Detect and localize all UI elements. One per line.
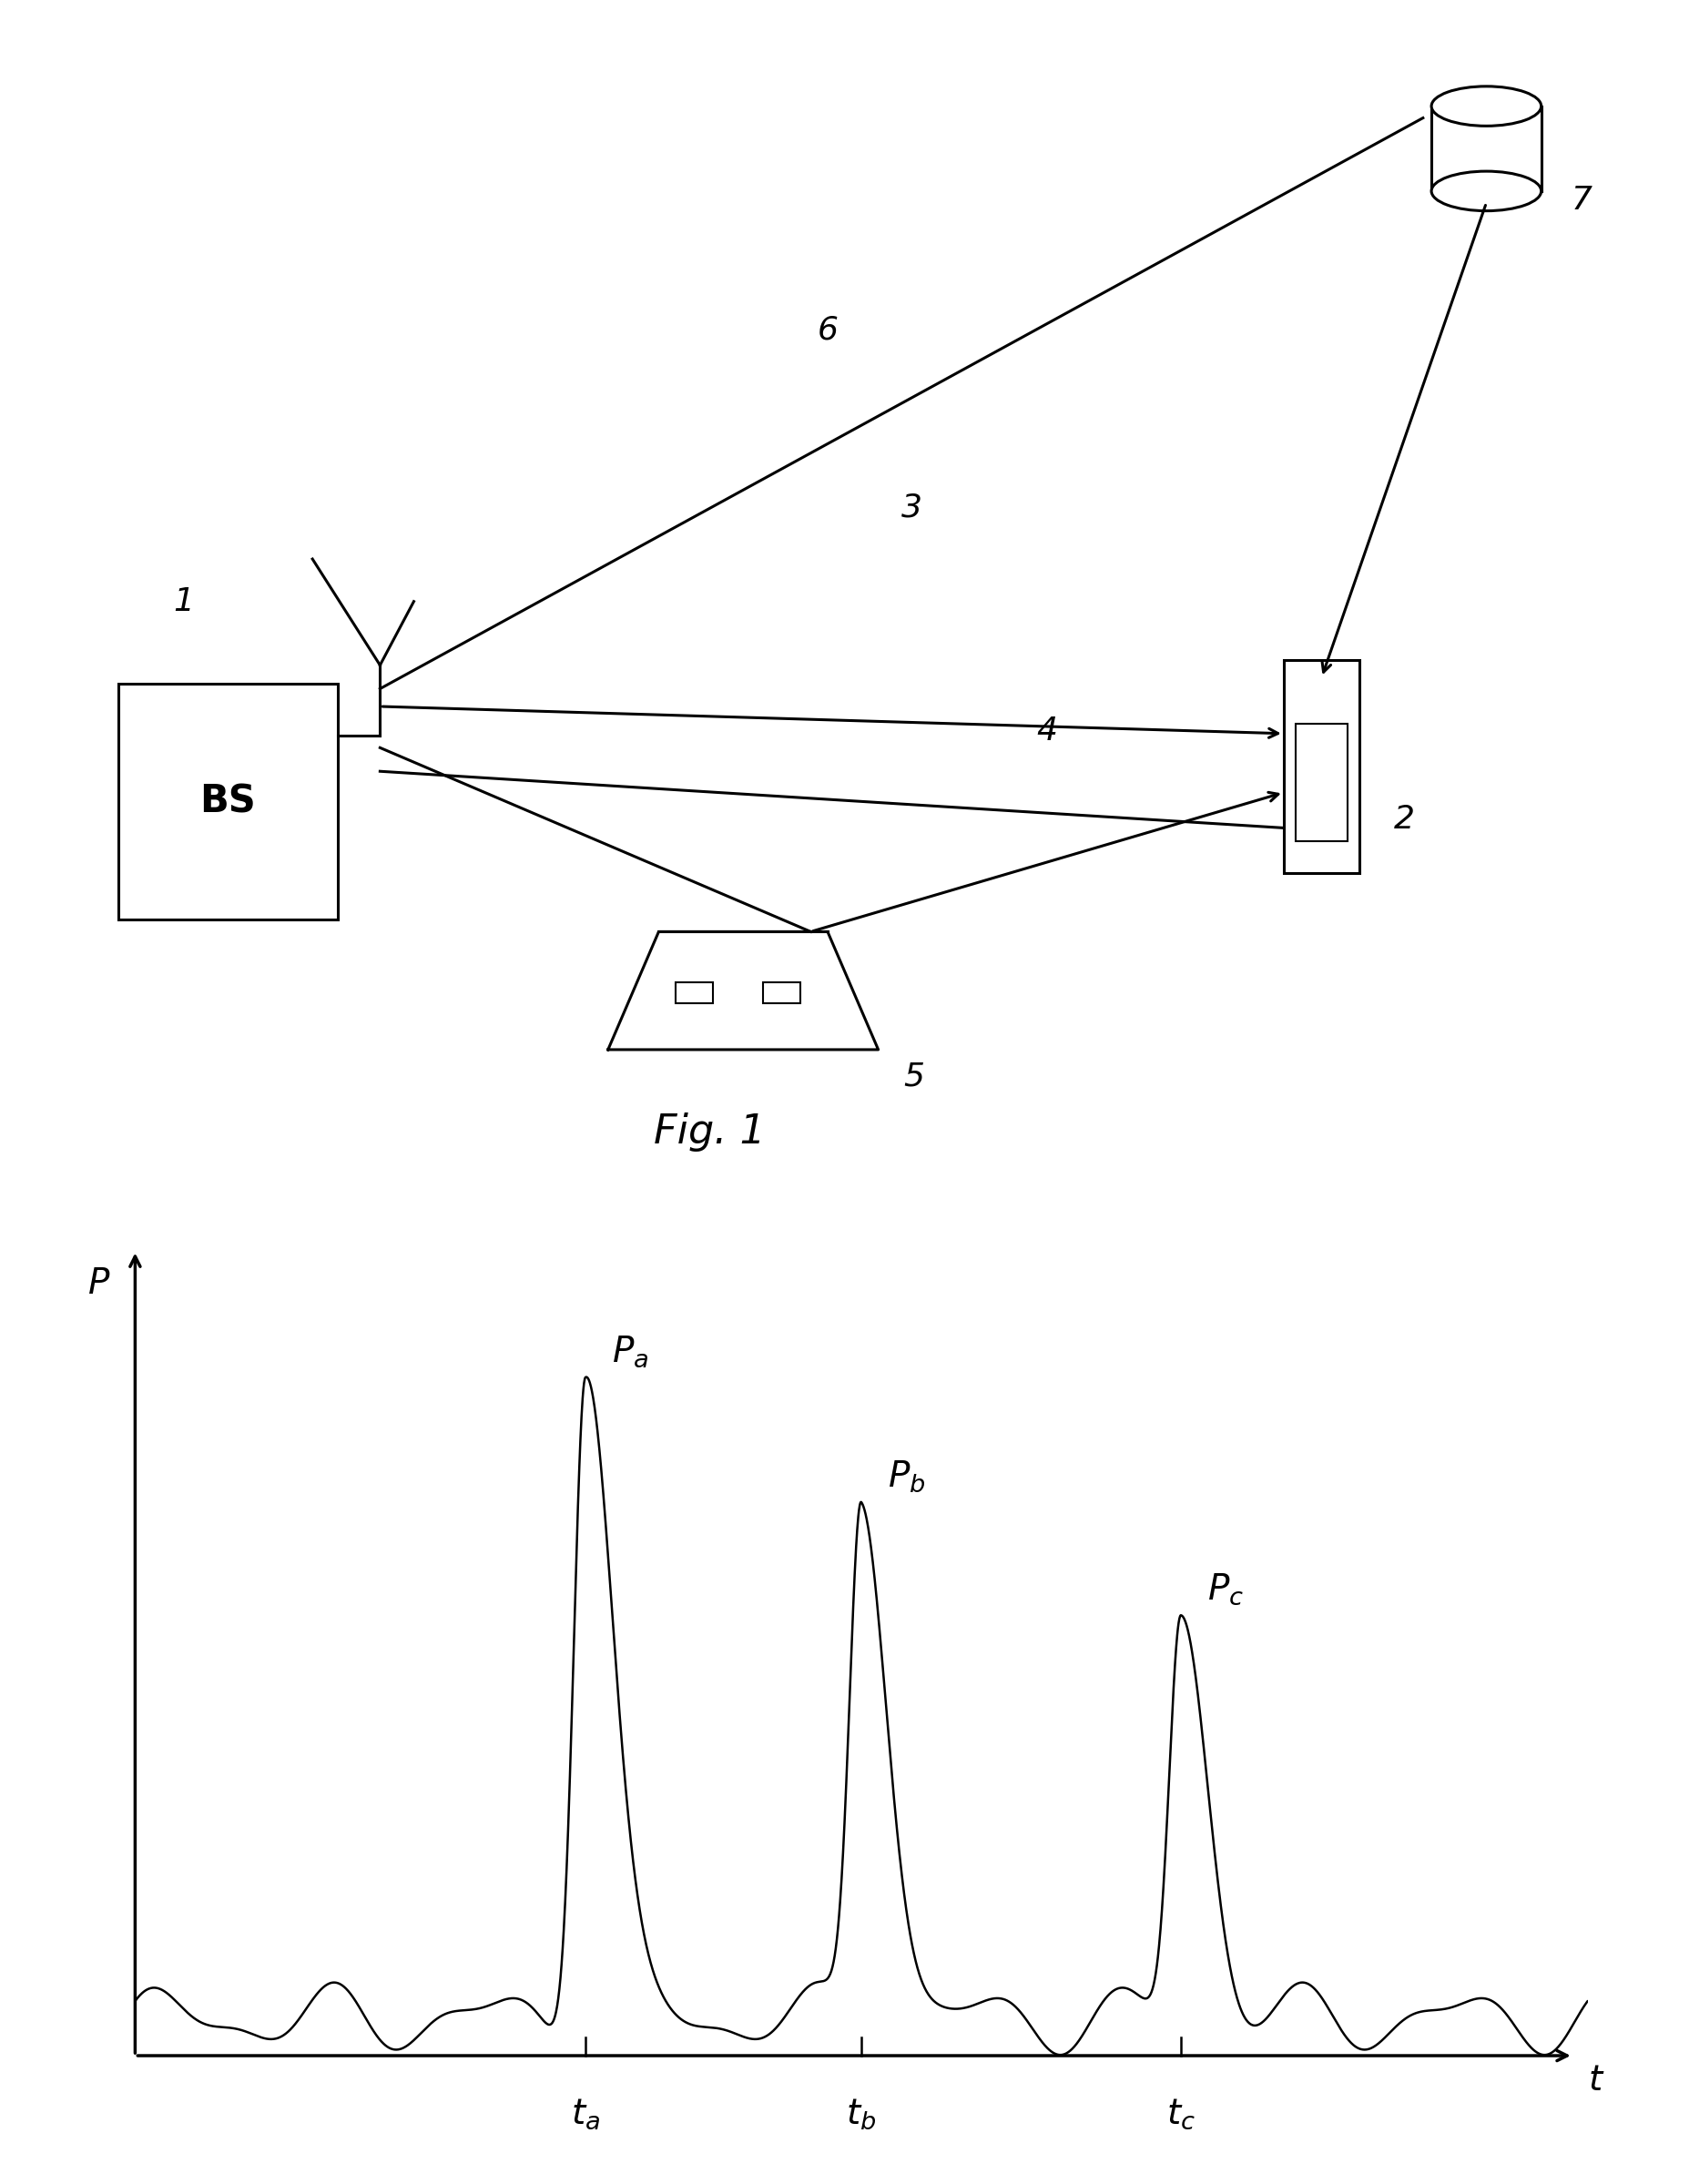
Text: 7: 7: [1572, 186, 1593, 216]
Text: $t_a$: $t_a$: [571, 2097, 600, 2132]
Ellipse shape: [1432, 170, 1542, 212]
Text: t: t: [1588, 2064, 1601, 2097]
Text: 1: 1: [174, 585, 194, 616]
Text: $P_b$: $P_b$: [887, 1459, 926, 1494]
Text: 5: 5: [904, 1061, 924, 1092]
Bar: [1295, 725, 1348, 841]
Text: $P_c$: $P_c$: [1208, 1572, 1243, 1607]
Text: $P_a$: $P_a$: [611, 1334, 649, 1369]
Text: Fig. 1: Fig. 1: [654, 1112, 765, 1151]
Ellipse shape: [1432, 87, 1542, 127]
Text: $t_c$: $t_c$: [1167, 2097, 1196, 2132]
Bar: [763, 983, 801, 1005]
Text: $t_b$: $t_b$: [846, 2097, 877, 2132]
Text: P: P: [88, 1267, 110, 1299]
Bar: [676, 983, 713, 1005]
Text: 4: 4: [1037, 716, 1057, 747]
Text: 2: 2: [1393, 804, 1414, 834]
Bar: [1284, 660, 1360, 874]
Text: 3: 3: [902, 491, 922, 522]
Text: 6: 6: [817, 314, 838, 345]
Text: BS: BS: [199, 782, 257, 821]
Bar: [118, 684, 338, 919]
